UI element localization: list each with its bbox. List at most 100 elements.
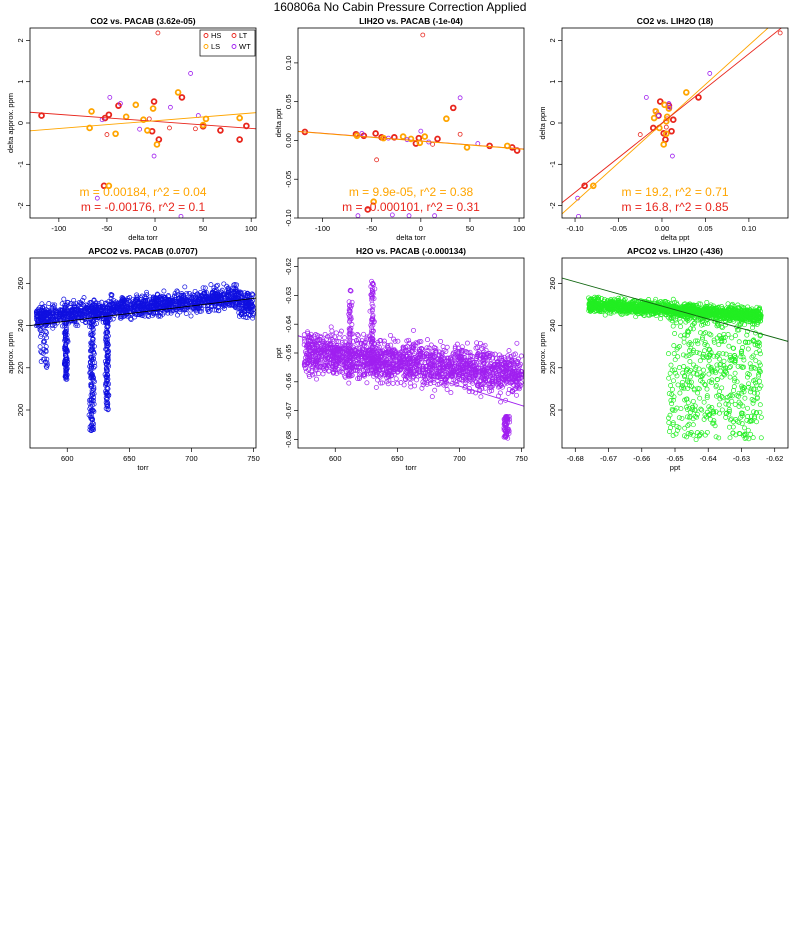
data-point — [325, 346, 331, 352]
data-point — [367, 308, 373, 314]
data-point — [423, 363, 429, 369]
y-tick-label: -0.62 — [284, 258, 293, 275]
x-tick-label: 650 — [391, 454, 404, 463]
data-point — [347, 309, 353, 315]
y-tick-label: 200 — [16, 404, 25, 417]
data-point — [386, 347, 392, 353]
data-point — [79, 313, 85, 319]
data-point — [43, 363, 49, 369]
data-point — [432, 213, 437, 218]
data-point — [315, 332, 320, 338]
x-axis-label: delta torr — [128, 233, 158, 242]
data-point — [144, 289, 150, 295]
data-point — [495, 379, 501, 385]
data-point — [91, 386, 97, 392]
data-point — [506, 372, 512, 378]
panel-title: APCO2 vs. PACAB (0.0707) — [88, 246, 198, 256]
y-tick-label: 0.05 — [284, 94, 293, 109]
data-point — [91, 427, 97, 433]
data-point — [91, 307, 97, 313]
data-point — [459, 344, 465, 350]
data-point — [239, 303, 245, 309]
data-point — [89, 319, 95, 324]
fit-annotation: m = 16.8, r^2 = 0.85 — [621, 200, 728, 214]
data-point — [88, 354, 94, 360]
data-point — [93, 303, 99, 308]
x-tick-label: -0.05 — [610, 224, 627, 233]
data-point — [226, 292, 232, 298]
data-point — [355, 340, 361, 346]
data-point — [379, 353, 385, 359]
data-point — [460, 374, 466, 380]
data-point — [418, 351, 424, 356]
data-point — [234, 288, 240, 294]
data-point — [193, 126, 198, 132]
x-tick-label: 750 — [515, 454, 528, 463]
data-point — [514, 392, 519, 398]
fit-annotation: m = 19.2, r^2 = 0.71 — [621, 185, 728, 199]
data-point — [323, 366, 329, 372]
data-point — [317, 333, 323, 339]
data-point — [419, 359, 425, 365]
data-point — [143, 295, 149, 301]
data-point — [459, 350, 465, 356]
data-point — [419, 385, 425, 391]
data-point — [416, 339, 422, 345]
data-point — [50, 311, 56, 317]
data-point — [334, 355, 340, 361]
data-point — [502, 374, 508, 380]
data-point — [215, 296, 221, 302]
data-point — [137, 126, 143, 132]
data-point — [650, 114, 658, 122]
data-point — [707, 71, 713, 76]
data-point — [177, 300, 183, 306]
data-point — [151, 153, 157, 159]
data-point — [518, 353, 524, 359]
data-point — [395, 380, 400, 386]
data-point — [466, 370, 472, 375]
data-point — [247, 312, 253, 318]
data-point — [346, 307, 352, 313]
data-point — [499, 356, 505, 361]
data-point — [158, 300, 164, 306]
data-point — [374, 157, 380, 163]
fit-annotation: m = 9.9e-05, r^2 = 0.38 — [349, 185, 474, 199]
data-point — [52, 306, 58, 312]
data-point — [331, 367, 337, 373]
data-point — [481, 352, 487, 358]
data-point — [373, 384, 379, 390]
data-point — [188, 307, 194, 313]
data-point — [96, 304, 102, 310]
data-point — [64, 307, 70, 313]
data-point — [637, 132, 643, 137]
data-point — [247, 301, 253, 307]
data-point — [369, 328, 375, 334]
data-point — [242, 292, 248, 298]
data-point — [247, 313, 253, 318]
data-point — [406, 337, 412, 343]
regression-line — [30, 112, 256, 132]
x-axis-label: delta torr — [396, 233, 426, 242]
x-tick-label: 100 — [513, 224, 526, 233]
data-point — [250, 315, 256, 321]
y-tick-label: -0.10 — [284, 209, 293, 226]
data-point — [124, 303, 130, 309]
data-point — [44, 330, 49, 336]
data-point — [206, 300, 212, 306]
data-point — [481, 380, 487, 386]
data-point — [486, 383, 492, 389]
data-point — [62, 350, 68, 356]
data-point — [88, 108, 95, 115]
data-point — [63, 371, 69, 377]
data-point — [462, 380, 468, 386]
x-tick-label: 0 — [153, 224, 157, 233]
data-point — [338, 368, 344, 374]
data-point — [510, 389, 516, 395]
data-point — [103, 312, 109, 318]
data-point — [511, 352, 516, 358]
data-point — [330, 369, 336, 375]
panel-co2-vs-lih2o: CO2 vs. LIH2O (18)-0.10 -0.05 0.00 0.05 0.10… — [538, 16, 789, 242]
data-point — [189, 300, 195, 306]
data-point — [346, 372, 352, 378]
